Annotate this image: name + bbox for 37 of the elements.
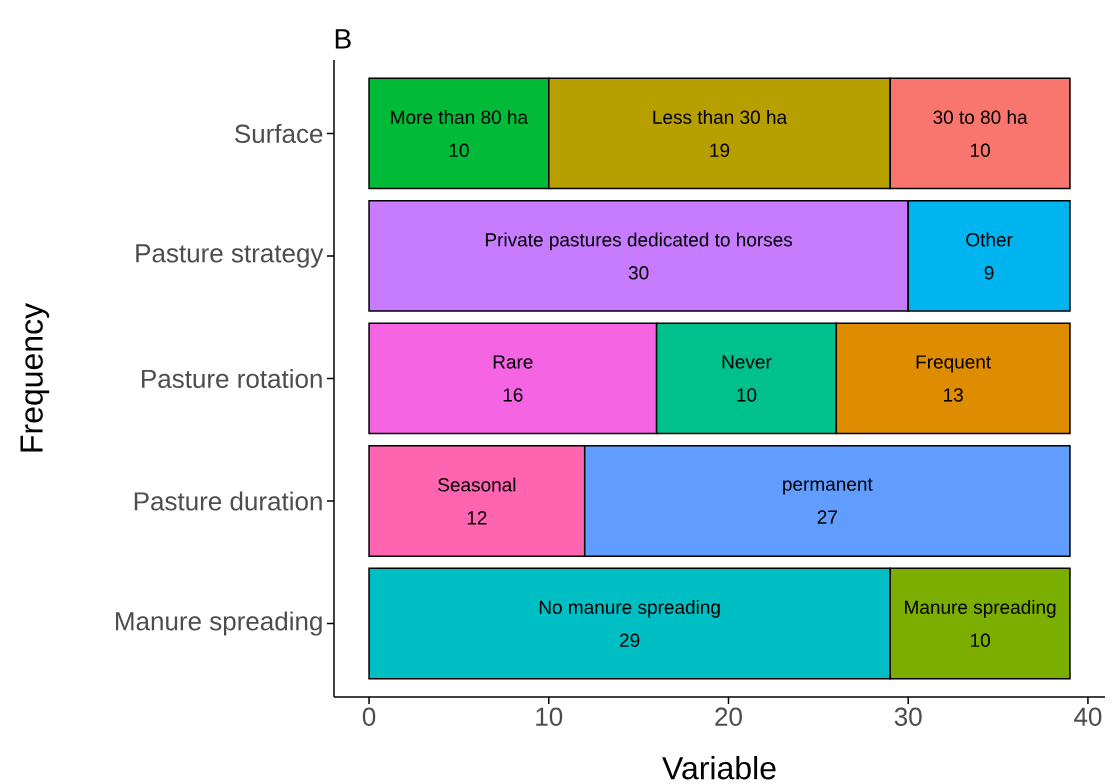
y-axis-title: Frequency [20, 302, 50, 452]
series-label: Less than 30 ha [653, 110, 788, 124]
data-label: 19 [710, 143, 730, 157]
chart-title: B [335, 29, 351, 49]
data-label: 10 [970, 633, 990, 647]
series-label: Other [966, 232, 1013, 247]
data-label: 10 [737, 388, 757, 402]
data-label: 29 [620, 633, 640, 647]
data-label: 27 [817, 510, 837, 524]
y-tick-label: Pasture duration [134, 491, 322, 511]
x-tick-label: 30 [894, 707, 922, 726]
series-label: permanent [783, 478, 873, 495]
series-label: Private pastures dedicated to horses [485, 232, 793, 251]
y-tick-label: Manure spreading [116, 611, 322, 636]
series-label: Rare [493, 355, 533, 369]
data-label: 13 [944, 388, 963, 402]
data-label: 10 [970, 143, 990, 157]
y-tick-label: Pasture rotation [142, 368, 322, 389]
series-label: Seasonal [438, 477, 516, 492]
x-tick-label: 40 [1074, 707, 1102, 726]
data-label: 16 [503, 388, 523, 402]
series-label: Frequent [916, 355, 992, 373]
data-label: 9 [984, 266, 994, 280]
x-tick-label: 20 [715, 707, 742, 726]
series-label: 30 to 80 ha [933, 110, 1028, 124]
x-axis-title: Variable [662, 755, 776, 780]
series-label: Never [722, 355, 772, 369]
y-tick-label: Surface [235, 123, 323, 144]
x-tick-label: 10 [536, 707, 563, 726]
x-tick-label: 0 [362, 707, 376, 726]
data-label: 10 [449, 143, 469, 157]
data-label: 30 [628, 266, 649, 280]
y-tick-label: Pasture strategy [136, 244, 324, 268]
series-label: Manure spreading [905, 600, 1056, 618]
data-label: 12 [467, 511, 487, 525]
series-label: No manure spreading [539, 600, 720, 618]
series-label: More than 80 ha [391, 110, 529, 124]
